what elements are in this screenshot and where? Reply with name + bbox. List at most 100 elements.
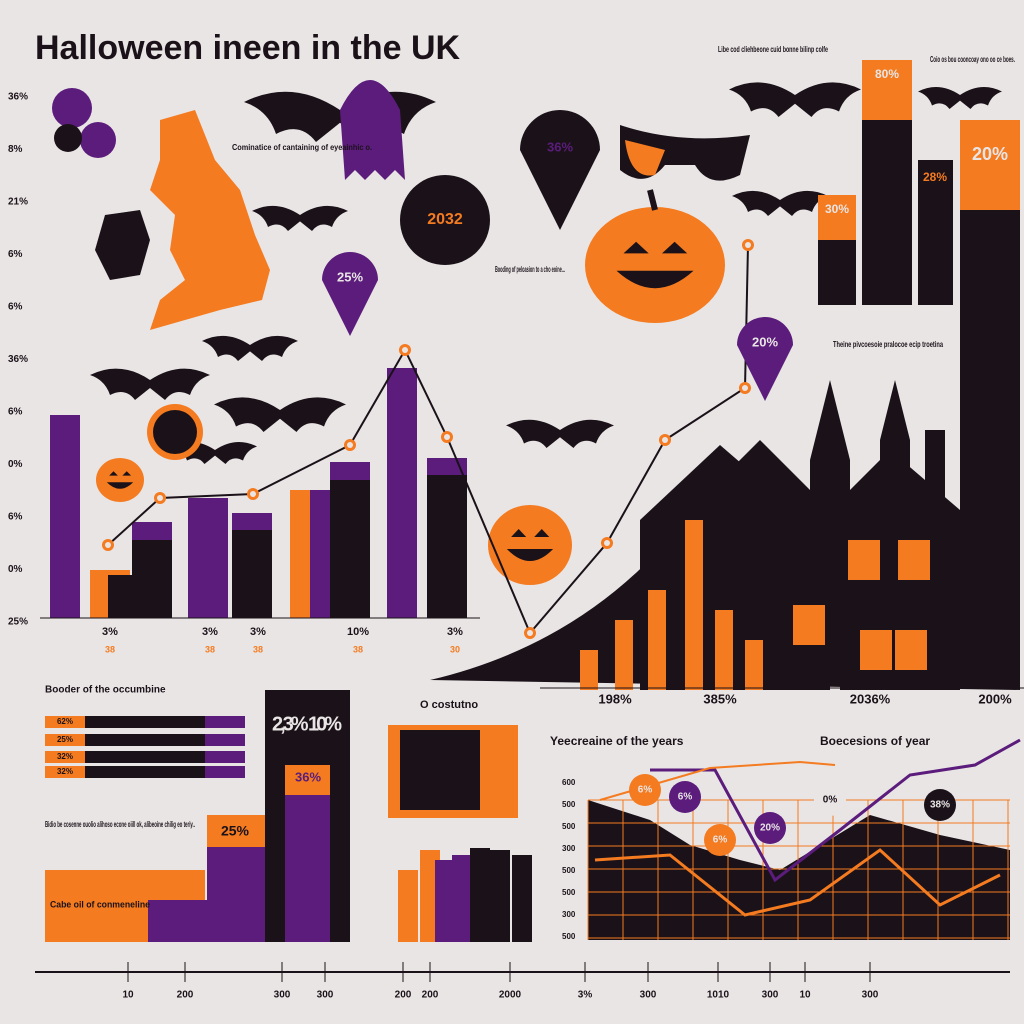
bar <box>398 870 418 942</box>
bar <box>148 900 208 942</box>
bar <box>50 415 80 618</box>
note: Booding of peloasion to a cho eoine... <box>495 265 565 274</box>
y-axis-label: 21% <box>8 197 28 208</box>
bubble-label: 6% <box>678 792 693 803</box>
bar-top <box>960 120 1020 210</box>
bubble <box>704 824 736 856</box>
note: Cominatice of cantaining of eyeainhic o. <box>232 143 372 152</box>
heading: O costutno <box>420 699 478 711</box>
balloon <box>52 88 92 128</box>
y-axis-label: 300 <box>562 910 576 919</box>
bar <box>490 850 510 942</box>
pumpkin <box>96 458 144 502</box>
trend-dot-center <box>604 540 610 546</box>
x-axis-label: 200 <box>177 990 194 1001</box>
window <box>848 540 880 580</box>
stat-label: 200% <box>978 691 1012 706</box>
bubble <box>629 774 661 806</box>
y-axis-label: 500 <box>562 866 576 875</box>
bubble-label: 20% <box>760 823 780 834</box>
x-axis-label: 200 <box>395 990 412 1001</box>
x-axis-label: 10 <box>122 990 134 1001</box>
x-axis-label: 2000 <box>499 990 522 1001</box>
h-bar <box>45 751 245 763</box>
x-axis-label: 3% <box>202 626 218 638</box>
bat <box>918 87 1002 109</box>
pin-label: 36% <box>547 139 573 154</box>
bat <box>202 335 298 361</box>
bubble-label: 6% <box>713 835 728 846</box>
y-axis-label: 36% <box>8 354 28 365</box>
bar <box>232 530 272 618</box>
trend-dot-center <box>250 491 256 497</box>
y-axis-label: 300 <box>562 844 576 853</box>
bar-top <box>207 815 265 847</box>
bubble <box>924 789 956 821</box>
balloon <box>54 124 82 152</box>
pin <box>737 317 793 401</box>
y-axis-label: 36% <box>8 92 28 103</box>
bar-label: 80% <box>875 67 899 81</box>
y-axis-label: 6% <box>8 249 23 260</box>
tower <box>925 430 945 540</box>
x-axis-label: 10% <box>347 626 369 638</box>
bubble-label: 6% <box>638 785 653 796</box>
uk-map <box>150 110 270 330</box>
y-axis-label: 6% <box>8 512 23 523</box>
window <box>898 540 930 580</box>
bar <box>188 498 228 618</box>
x-axis-label: 300 <box>862 990 879 1001</box>
bar-top <box>862 60 912 120</box>
pin <box>322 252 378 336</box>
bar <box>387 368 417 618</box>
bar-top <box>818 195 856 240</box>
pumpkin <box>585 207 725 323</box>
pumpkin-face <box>506 529 554 561</box>
bar-tag: 32% <box>57 752 73 761</box>
x-axis-sublabel: 38 <box>205 644 215 654</box>
mask-accent <box>625 140 665 176</box>
x-axis-label: 300 <box>762 990 779 1001</box>
y-axis-label: 500 <box>562 800 576 809</box>
candle <box>685 520 703 690</box>
note: Coio os bou cooncoay ono oo ce boes. <box>930 55 1015 64</box>
bubble-label: 2032 <box>427 211 463 228</box>
bar-tag: 32% <box>57 767 73 776</box>
pin-label: 20% <box>752 334 778 349</box>
x-axis-label: 300 <box>274 990 291 1001</box>
bar-tag: 25% <box>57 735 73 744</box>
y-axis-label: 25% <box>8 617 28 628</box>
bar <box>435 860 455 942</box>
note: Theine pivcoesoie pralocoe ecip troetina <box>833 340 943 349</box>
bar <box>132 540 172 618</box>
title: Halloween ineen in the UK <box>35 29 461 67</box>
ireland <box>95 210 150 280</box>
trend-dot-center <box>742 385 748 391</box>
bar <box>427 475 467 618</box>
y-axis-label: 600 <box>562 778 576 787</box>
bar-label: 28% <box>923 170 947 184</box>
bubble <box>814 784 846 816</box>
trend-dot-center <box>105 542 111 548</box>
x-axis-sublabel: 38 <box>105 644 115 654</box>
stat-label: 385% <box>703 691 737 706</box>
bat <box>214 397 346 432</box>
x-axis-label: 3% <box>102 626 118 638</box>
y-axis-label: 0% <box>8 564 23 575</box>
card-inner <box>400 730 480 810</box>
h-bar <box>45 734 245 746</box>
h-bar-tag <box>205 751 245 763</box>
line-orange <box>594 848 1001 917</box>
candle <box>615 620 633 690</box>
window <box>895 630 927 670</box>
trend-dot-center <box>157 495 163 501</box>
bubble <box>400 175 490 265</box>
y-axis-label: 6% <box>8 302 23 313</box>
candle <box>715 610 733 690</box>
y-axis-label: 500 <box>562 822 576 831</box>
x-axis-sublabel: 38 <box>353 644 363 654</box>
bar-label: 30% <box>825 202 849 216</box>
line-purple <box>650 738 1021 883</box>
